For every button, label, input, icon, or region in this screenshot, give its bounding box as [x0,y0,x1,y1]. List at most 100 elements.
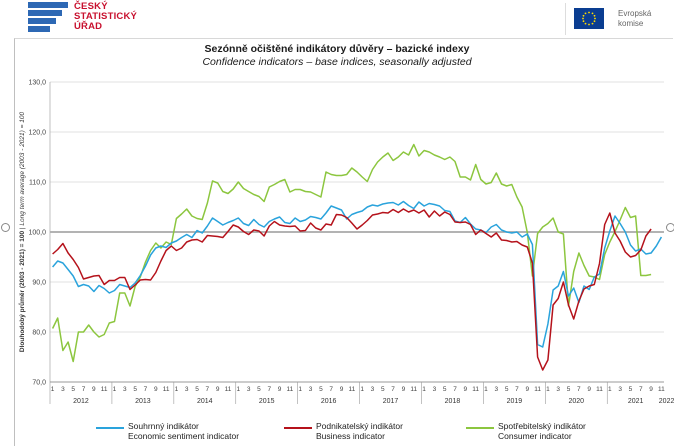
eu-commission-logo[interactable]: Evropská komise [565,3,674,35]
chart-title: Sezónně očištěné indikátory důvěry – baz… [204,43,470,55]
x-year-label: 2012 [73,398,89,405]
x-year-label: 2022 [659,398,674,405]
x-month-label: 7 [515,386,519,393]
x-month-label: 3 [185,386,189,393]
x-axis: 1 3 5 7 9 11 1 3 5 7 9 11 1 3 5 7 9 11 1 3 5 7 9 11 1 3 5 7 9 11 1 3 5 7 9… [49,381,674,405]
header-bar: ČESKÝ STATISTICKÝ ÚŘAD Evropská komise [0,0,674,38]
resize-handle-left[interactable] [1,223,10,232]
x-month-label: 9 [278,386,282,393]
resize-handle-right[interactable] [666,223,674,232]
x-month-label: 9 [525,386,529,393]
x-month-label: 1 [113,386,117,393]
x-year-label: 2021 [628,398,644,405]
x-month-label: 1 [360,386,364,393]
x-year-label: 2014 [197,398,213,405]
y-tick-label: 80,0 [32,330,46,337]
x-year-label: 2018 [445,398,461,405]
x-month-label: 7 [82,386,86,393]
csu-logo-line-2: STATISTICKÝ [74,11,138,22]
x-month-label: 5 [443,386,447,393]
eu-logo-line-2: komise [618,19,644,28]
x-month-label: 1 [484,386,488,393]
x-month-label: 9 [649,386,653,393]
legend-swatch-consumer [466,427,494,429]
x-month-label: 5 [381,386,385,393]
x-month-label: 1 [422,386,426,393]
x-month-label: 11 [534,386,541,393]
csu-logo-text: ČESKÝ STATISTICKÝ ÚŘAD [74,2,137,32]
x-month-label: 5 [319,386,323,393]
x-month-label: 1 [298,386,302,393]
x-month-label: 9 [216,386,220,393]
y-tick-label: 110,0 [29,180,46,187]
x-month-label: 11 [410,386,417,393]
x-month-label: 1 [237,386,241,393]
y-tick-label: 130,0 [28,80,46,87]
series-line-consumer [51,143,652,363]
x-month-label: 1 [175,386,179,393]
legend-label-consumer: Spotřebitelský indikátor Consumer indica… [498,421,586,441]
y-tick-label: 90,0 [32,280,46,287]
x-month-label: 9 [154,386,158,393]
legend-business-en: Business indicator [316,431,385,441]
y-tick-label: 100,0 [28,230,46,237]
eu-flag-icon [574,8,604,29]
x-month-label: 3 [309,386,313,393]
x-month-label: 11 [287,386,294,393]
x-month-label: 9 [340,386,344,393]
x-month-label: 3 [618,386,622,393]
legend-consumer-en: Consumer indicator [498,431,572,441]
x-month-label: 3 [61,386,65,393]
y-axis-label-italic: Long term average (2003 - 2021) = 100 [19,112,26,226]
x-month-label: 11 [101,386,108,393]
x-month-label: 3 [123,386,127,393]
x-month-label: 3 [494,386,498,393]
x-month-label: 11 [225,386,232,393]
x-year-label: 2013 [135,398,151,405]
legend-swatch-economic [96,427,124,429]
x-month-label: 7 [329,386,333,393]
x-month-label: 7 [639,386,643,393]
chart-frame [14,38,673,446]
x-month-label: 3 [371,386,375,393]
csu-logo-line-3: ÚŘAD [74,21,103,32]
x-year-label: 2016 [321,398,337,405]
x-month-label: 5 [257,386,261,393]
x-month-label: 7 [453,386,457,393]
legend-label-business: Podnikatelský indikátor Business indicat… [316,421,403,441]
x-year-label: 2019 [507,398,523,405]
x-month-label: 11 [163,386,170,393]
x-month-label: 9 [402,386,406,393]
x-month-label: 5 [71,386,75,393]
legend-economic-en: Economic sentiment indicator [128,431,240,441]
csu-logo-line-1: ČESKÝ [74,1,108,12]
x-month-label: 11 [596,386,603,393]
y-tick-label: 120,0 [28,130,46,137]
legend-swatch-business [284,427,312,429]
legend-economic-cz: Souhrnný indikátor [128,421,199,431]
series-lines [51,143,663,371]
x-month-label: 5 [133,386,137,393]
legend-label-economic: Souhrnný indikátor Economic sentiment in… [128,421,239,441]
x-month-label: 5 [567,386,571,393]
x-month-label: 3 [247,386,251,393]
csu-logo[interactable]: ČESKÝ STATISTICKÝ ÚŘAD [28,2,138,32]
series-line-business [52,208,652,371]
legend-business-cz: Podnikatelský indikátor [316,421,403,431]
series-line-economic [52,200,663,348]
x-year-label: 2015 [259,398,275,405]
x-month-label: 7 [577,386,581,393]
y-tick-label: 70,0 [32,380,46,387]
x-month-label: 11 [472,386,479,393]
y-axis-label-sep: | [19,226,26,231]
x-year-label: 2020 [568,398,584,405]
x-month-label: 3 [433,386,437,393]
x-month-label: 7 [144,386,148,393]
x-month-label: 9 [464,386,468,393]
y-axis-label-main: Dlouhodobý průměr (2003 - 2021) = 100 [18,231,26,353]
legend-consumer-cz: Spotřebitelský indikátor [498,421,586,431]
x-year-label: 2017 [383,398,399,405]
x-month-label: 3 [556,386,560,393]
x-month-label: 5 [629,386,633,393]
